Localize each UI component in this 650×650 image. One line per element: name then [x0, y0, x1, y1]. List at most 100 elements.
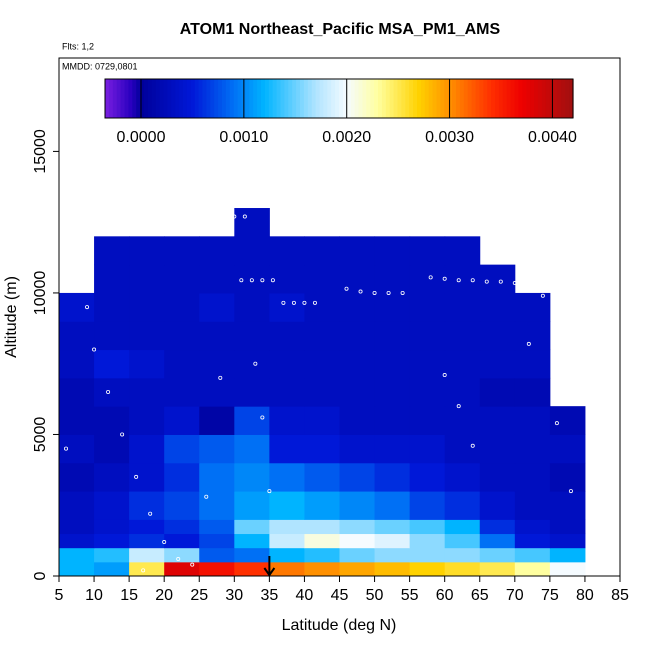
heatmap-cell — [269, 519, 305, 535]
heatmap-cell — [409, 292, 446, 322]
heatmap-cell — [479, 462, 516, 492]
track-point — [92, 347, 97, 352]
heatmap-cell — [479, 561, 516, 577]
track-point — [211, 214, 216, 219]
heatmap-cell — [409, 236, 446, 266]
heatmap-cell — [444, 561, 481, 577]
colorbar-swatch — [483, 79, 488, 118]
heatmap-cell — [549, 462, 586, 492]
heatmap-cell — [374, 377, 411, 407]
heatmap-cell — [234, 434, 270, 464]
colorbar-swatch — [444, 79, 449, 118]
x-tick-label: 20 — [155, 587, 173, 604]
y-tick-label: 0 — [32, 571, 49, 580]
heatmap-cell — [374, 434, 411, 464]
heatmap-cell — [339, 519, 376, 535]
heatmap-cell — [164, 321, 200, 351]
heatmap-cell — [199, 519, 235, 535]
heatmap-cell — [59, 519, 95, 535]
colorbar-swatch — [487, 79, 492, 118]
heatmap-cell — [129, 377, 165, 407]
colorbar-swatch — [393, 79, 399, 118]
colorbar-swatch — [105, 79, 110, 118]
colorbar-swatch — [420, 79, 426, 118]
colorbar-swatch — [300, 79, 305, 118]
colorbar-swatch — [327, 79, 332, 118]
track-point — [270, 278, 275, 283]
track-point — [291, 300, 296, 305]
colorbar-swatch — [397, 79, 402, 118]
heatmap-cell — [234, 406, 270, 435]
colorbar-swatch — [268, 79, 274, 118]
colorbar-swatch — [264, 79, 270, 118]
heatmap-cell — [94, 491, 130, 520]
heatmap-cell — [129, 236, 165, 266]
heatmap-cell — [374, 491, 411, 520]
heatmap-cell — [374, 547, 411, 563]
colorbar-swatch — [237, 79, 243, 118]
colorbar-swatch — [233, 79, 239, 118]
track-point — [134, 474, 139, 479]
flights-note: Flts: 1,2 — [62, 41, 94, 51]
heatmap-cell — [59, 533, 95, 549]
colorbar-swatch — [518, 79, 523, 118]
heatmap-cell — [374, 533, 411, 549]
heatmap-cell — [339, 377, 376, 407]
heatmap-cell — [444, 292, 481, 322]
heatmap-cell — [339, 321, 376, 351]
heatmap-cell — [129, 547, 165, 563]
heatmap-cell — [479, 377, 516, 407]
heatmap-cell — [234, 321, 270, 351]
track-point — [253, 361, 258, 366]
colorbar-swatch — [296, 79, 301, 118]
heatmap-cell — [339, 264, 376, 294]
heatmap-cell — [304, 321, 340, 351]
colorbar-swatch — [124, 79, 129, 118]
x-tick-label: 40 — [296, 587, 314, 604]
colorbar-swatch — [272, 79, 278, 118]
axes: 5 10 15 20 25 30 35 40 45 50 55 60 65 70 75 80 85 0 5000 10… — [32, 57, 629, 604]
track-point — [221, 214, 226, 219]
colorbar-swatch — [171, 79, 176, 118]
colorbar-tick-label: 0.0000 — [117, 129, 166, 146]
colorbar-swatch — [222, 79, 227, 118]
heatmap-cell — [409, 349, 446, 379]
x-tick-label: 80 — [576, 587, 594, 604]
heatmap-cell — [94, 321, 130, 351]
heatmap-cell — [59, 434, 95, 464]
colorbar-swatch — [401, 79, 406, 118]
x-tick-label: 50 — [366, 587, 384, 604]
heatmap-cell — [269, 491, 305, 520]
heatmap-cell — [164, 547, 200, 563]
dates-note: MMDD: 0729,0801 — [62, 61, 138, 71]
heatmap-cell — [59, 491, 95, 520]
heatmap-cell — [269, 406, 305, 435]
x-tick-label: 45 — [331, 587, 349, 604]
heatmap-cell — [479, 406, 516, 435]
heatmap-cell — [129, 561, 165, 577]
heatmap-cell — [129, 491, 165, 520]
colorbar-tick-label: 0.0010 — [219, 129, 268, 146]
heatmap-cell — [199, 236, 235, 266]
heatmap-cell — [444, 547, 481, 563]
colorbar-swatch — [545, 79, 551, 118]
colorbar-swatch — [514, 79, 519, 118]
heatmap-cell — [94, 292, 130, 322]
colorbar-swatch — [339, 79, 344, 118]
track-point — [358, 289, 363, 294]
colorbar-swatch — [155, 79, 161, 118]
colorbar-swatch — [288, 79, 293, 118]
heatmap-cell — [129, 264, 165, 294]
heatmap-cell — [94, 406, 130, 435]
heatmap-cell — [409, 377, 446, 407]
track-point — [232, 214, 237, 219]
heatmap-cell — [199, 264, 235, 294]
colorbar-swatch — [136, 79, 141, 118]
track-point — [141, 568, 146, 573]
colorbar-swatch — [362, 79, 367, 118]
heatmap-cell — [514, 434, 551, 464]
heatmap-cell — [269, 349, 305, 379]
colorbar-swatch — [319, 79, 324, 118]
colorbar-swatch — [381, 79, 387, 118]
colorbar-swatch — [389, 79, 395, 118]
